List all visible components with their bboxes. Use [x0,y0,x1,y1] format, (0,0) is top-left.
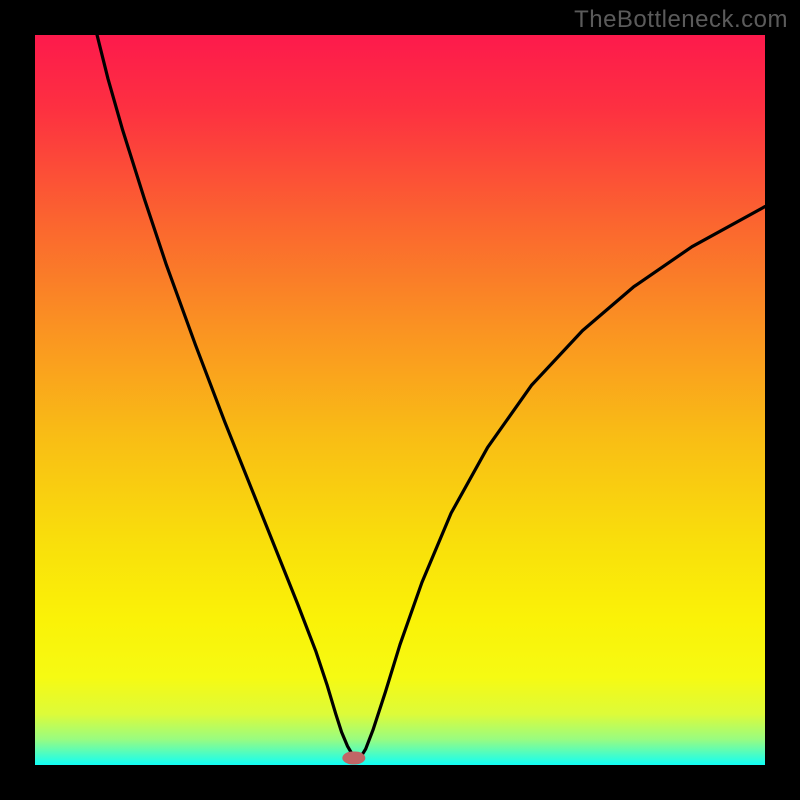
bottleneck-curve [97,35,765,759]
chart-container: { "watermark": { "text": "TheBottleneck.… [0,0,800,800]
watermark-text: TheBottleneck.com [574,6,788,34]
plot-area [35,35,765,765]
curve-svg [35,35,765,765]
optimal-point-marker [342,751,365,764]
